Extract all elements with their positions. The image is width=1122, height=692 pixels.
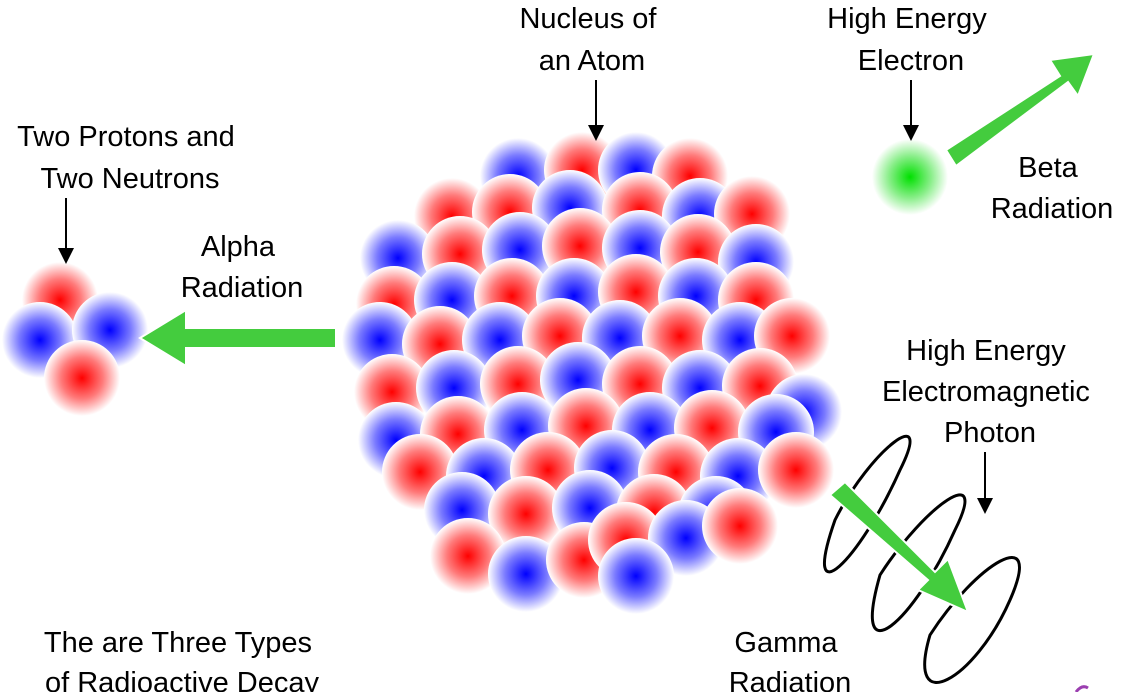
alpha-proton bbox=[44, 340, 120, 416]
corner-decoration-mark bbox=[1074, 685, 1089, 692]
gamma-photon-wave bbox=[822, 434, 1021, 684]
nucleus-proton bbox=[430, 518, 506, 594]
gamma-radiation-arrow bbox=[828, 480, 970, 614]
alpha-particle-label: Two Protons and Two Neutrons bbox=[17, 121, 243, 195]
nucleus-proton bbox=[488, 476, 564, 552]
nucleus-proton bbox=[758, 432, 834, 508]
electron-particle bbox=[872, 139, 948, 215]
alpha-radiation-label: Alpha Radiation bbox=[181, 231, 304, 304]
nucleus-label: Nucleus of an Atom bbox=[519, 3, 664, 77]
nucleus-neutron bbox=[488, 536, 564, 612]
atom-nucleus bbox=[342, 132, 842, 614]
beta-radiation-label: Beta Radiation bbox=[991, 152, 1114, 225]
electron-label: High Energy Electron bbox=[827, 3, 995, 77]
photon-label: High Energy Electromagnetic Photon bbox=[882, 335, 1098, 449]
alpha-radiation-arrow bbox=[138, 308, 337, 368]
alpha-particle bbox=[2, 262, 148, 416]
nucleus-neutron bbox=[598, 538, 674, 614]
nucleus-proton bbox=[702, 488, 778, 564]
gamma-radiation-label: Gamma Radiation bbox=[729, 627, 852, 692]
caption-text: The are Three Types of Radioactive Decay bbox=[44, 627, 320, 692]
beta-radiation-arrow bbox=[944, 52, 1096, 168]
